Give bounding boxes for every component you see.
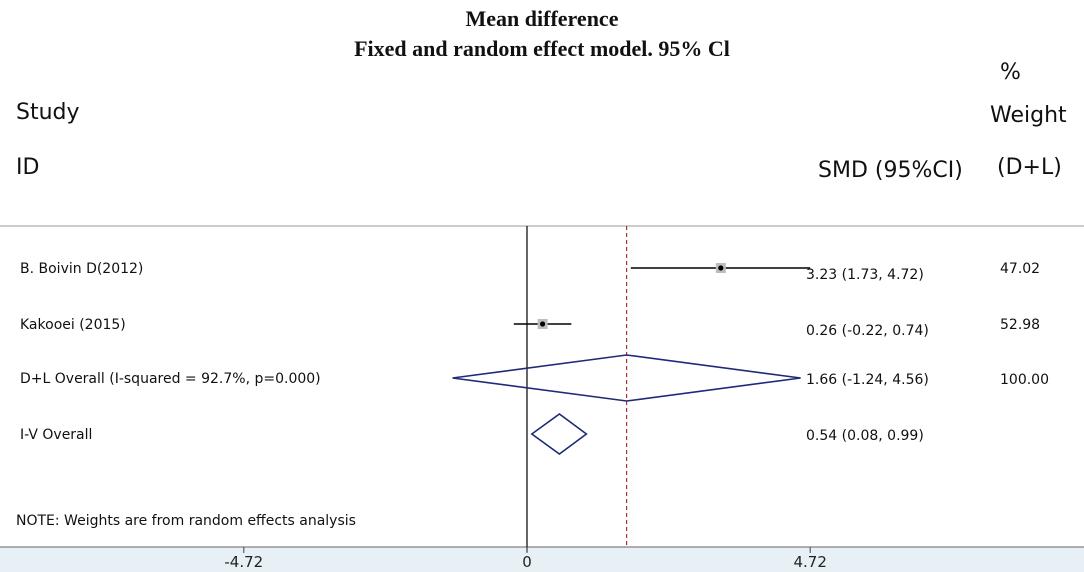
header-weight-method: (D+L) xyxy=(997,155,1062,180)
overall-diamond xyxy=(530,413,588,455)
overall-label: D+L Overall (I-squared = 92.7%, p=0.000) xyxy=(20,371,321,387)
axis-strip xyxy=(0,547,1084,572)
header-study: Study xyxy=(16,100,80,125)
study-point-estimate xyxy=(540,321,546,327)
header-id: ID xyxy=(16,155,40,180)
overall-effect-text: 0.54 (0.08, 0.99) xyxy=(806,428,924,444)
header-weight: Weight xyxy=(990,103,1067,128)
weights-note: NOTE: Weights are from random effects an… xyxy=(16,513,356,529)
study-label: B. Boivin D(2012) xyxy=(20,261,143,277)
overall-effect-text: 1.66 (-1.24, 4.56) xyxy=(806,372,929,388)
study-weight-text: 52.98 xyxy=(1000,317,1040,333)
x-tick-label: 0 xyxy=(522,553,532,571)
chart-subtitle: Fixed and random effect model. 95% Cl xyxy=(354,36,730,61)
study-effect-text: 0.26 (-0.22, 0.74) xyxy=(806,323,929,339)
study-effect-text: 3.23 (1.73, 4.72) xyxy=(806,267,924,283)
study-label: Kakooei (2015) xyxy=(20,317,126,333)
study-point-estimate xyxy=(718,265,724,271)
study-weight-text: 47.02 xyxy=(1000,261,1040,277)
header-effect: SMD (95%CI) xyxy=(818,158,963,183)
header-weight-percent: % xyxy=(1000,60,1021,85)
overall-weight-text: 100.00 xyxy=(1000,372,1049,388)
overall-label: I-V Overall xyxy=(20,427,92,443)
x-tick-label: -4.72 xyxy=(224,553,263,571)
x-tick-label: 4.72 xyxy=(793,553,826,571)
chart-title: Mean difference xyxy=(465,6,619,31)
overall-diamond xyxy=(452,354,801,402)
